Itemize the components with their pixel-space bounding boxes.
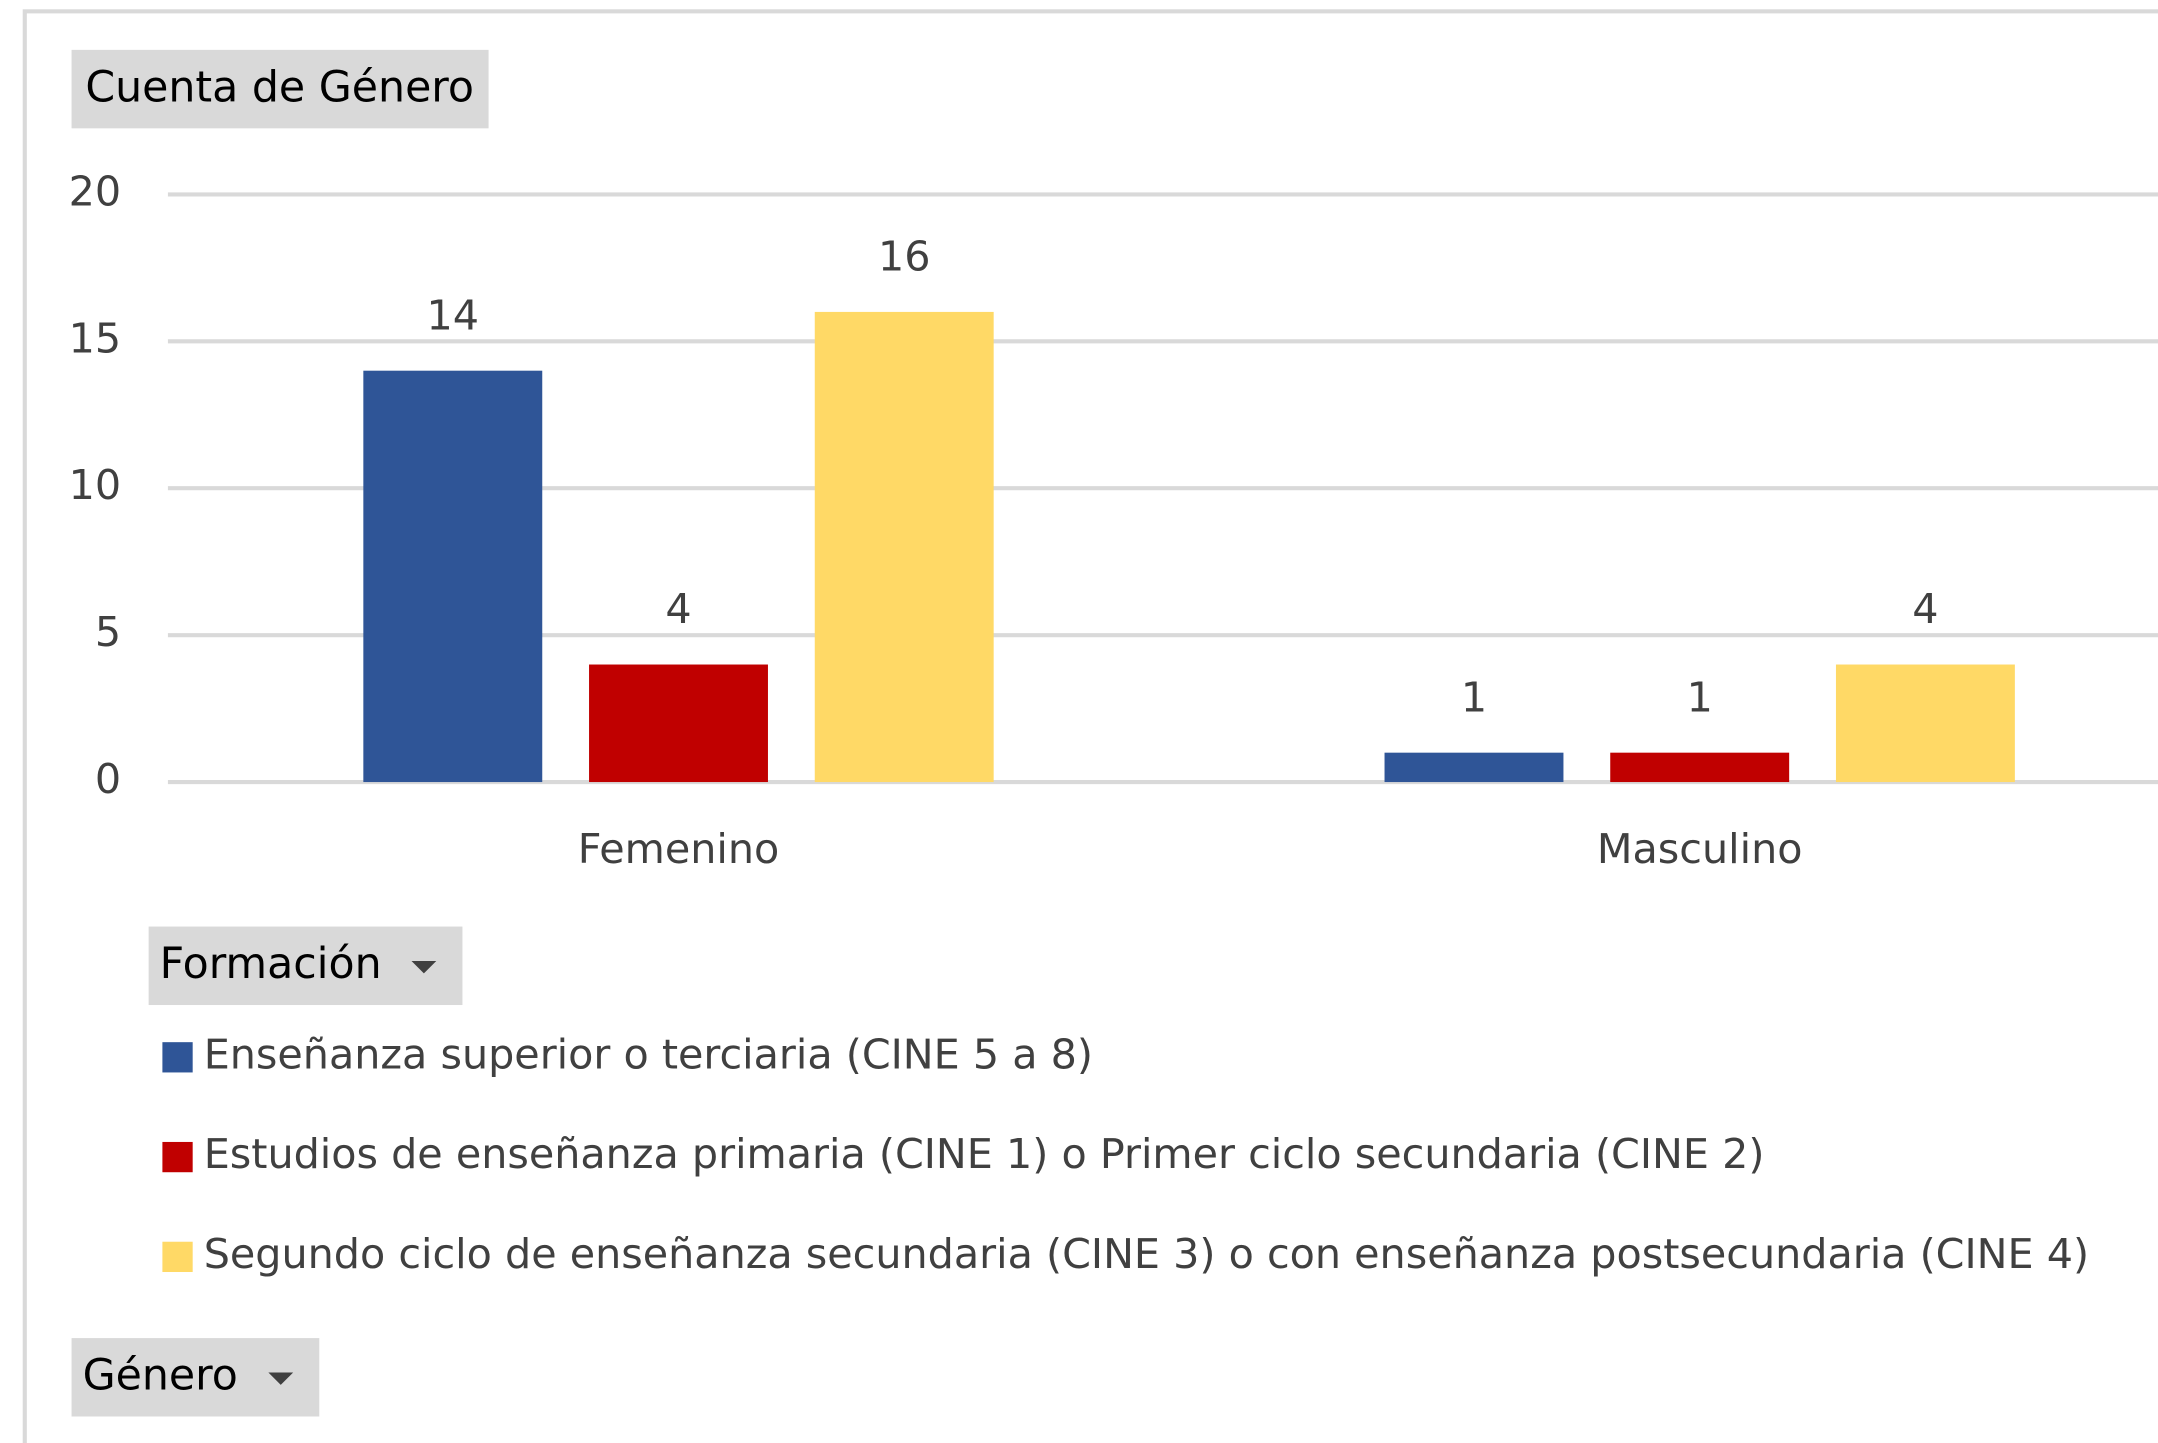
value-label: 16 bbox=[878, 233, 931, 281]
value-field-label: Cuenta de Género bbox=[85, 62, 474, 112]
legend-swatch bbox=[162, 1141, 193, 1173]
legend-label: Estudios de enseñanza primaria (CINE 1) … bbox=[204, 1130, 1765, 1178]
bar bbox=[1384, 752, 1564, 783]
chart-frame bbox=[22, 9, 2158, 1443]
axis-field-button[interactable]: Género bbox=[71, 1338, 320, 1417]
legend-label: Segundo ciclo de enseñanza secundaria (C… bbox=[204, 1230, 2089, 1278]
value-label: 14 bbox=[427, 291, 480, 339]
button-bg bbox=[148, 926, 463, 1006]
bar bbox=[363, 370, 543, 783]
y-tick-label: 5 bbox=[95, 608, 121, 656]
y-tick-label: 10 bbox=[69, 461, 122, 509]
legend-field-button[interactable]: Formación bbox=[148, 926, 463, 1006]
value-label: 4 bbox=[665, 585, 691, 633]
bar bbox=[1610, 752, 1790, 783]
legend-label: Enseñanza superior o terciaria (CINE 5 a… bbox=[204, 1030, 1093, 1078]
legend-swatch bbox=[162, 1241, 193, 1273]
button-bg bbox=[71, 49, 489, 129]
bar bbox=[814, 311, 994, 783]
value-field-button[interactable]: Cuenta de Género bbox=[71, 49, 489, 129]
bar bbox=[1835, 664, 2015, 783]
x-tick-label: Masculino bbox=[1597, 825, 1803, 873]
bar bbox=[589, 664, 768, 783]
y-tick-label: 20 bbox=[69, 167, 122, 215]
value-label: 4 bbox=[1912, 585, 1938, 633]
value-label: 1 bbox=[1687, 673, 1713, 721]
dropdown-arrow bbox=[268, 1372, 294, 1385]
value-label: 1 bbox=[1461, 673, 1487, 721]
y-tick-label: 15 bbox=[69, 314, 122, 362]
axis-field-label: Género bbox=[83, 1350, 238, 1400]
legend-swatch bbox=[162, 1042, 193, 1073]
y-tick-label: 0 bbox=[95, 755, 121, 803]
dropdown-arrow bbox=[411, 960, 437, 974]
x-tick-label: Femenino bbox=[578, 825, 779, 873]
legend-field-label: Formación bbox=[160, 939, 382, 989]
